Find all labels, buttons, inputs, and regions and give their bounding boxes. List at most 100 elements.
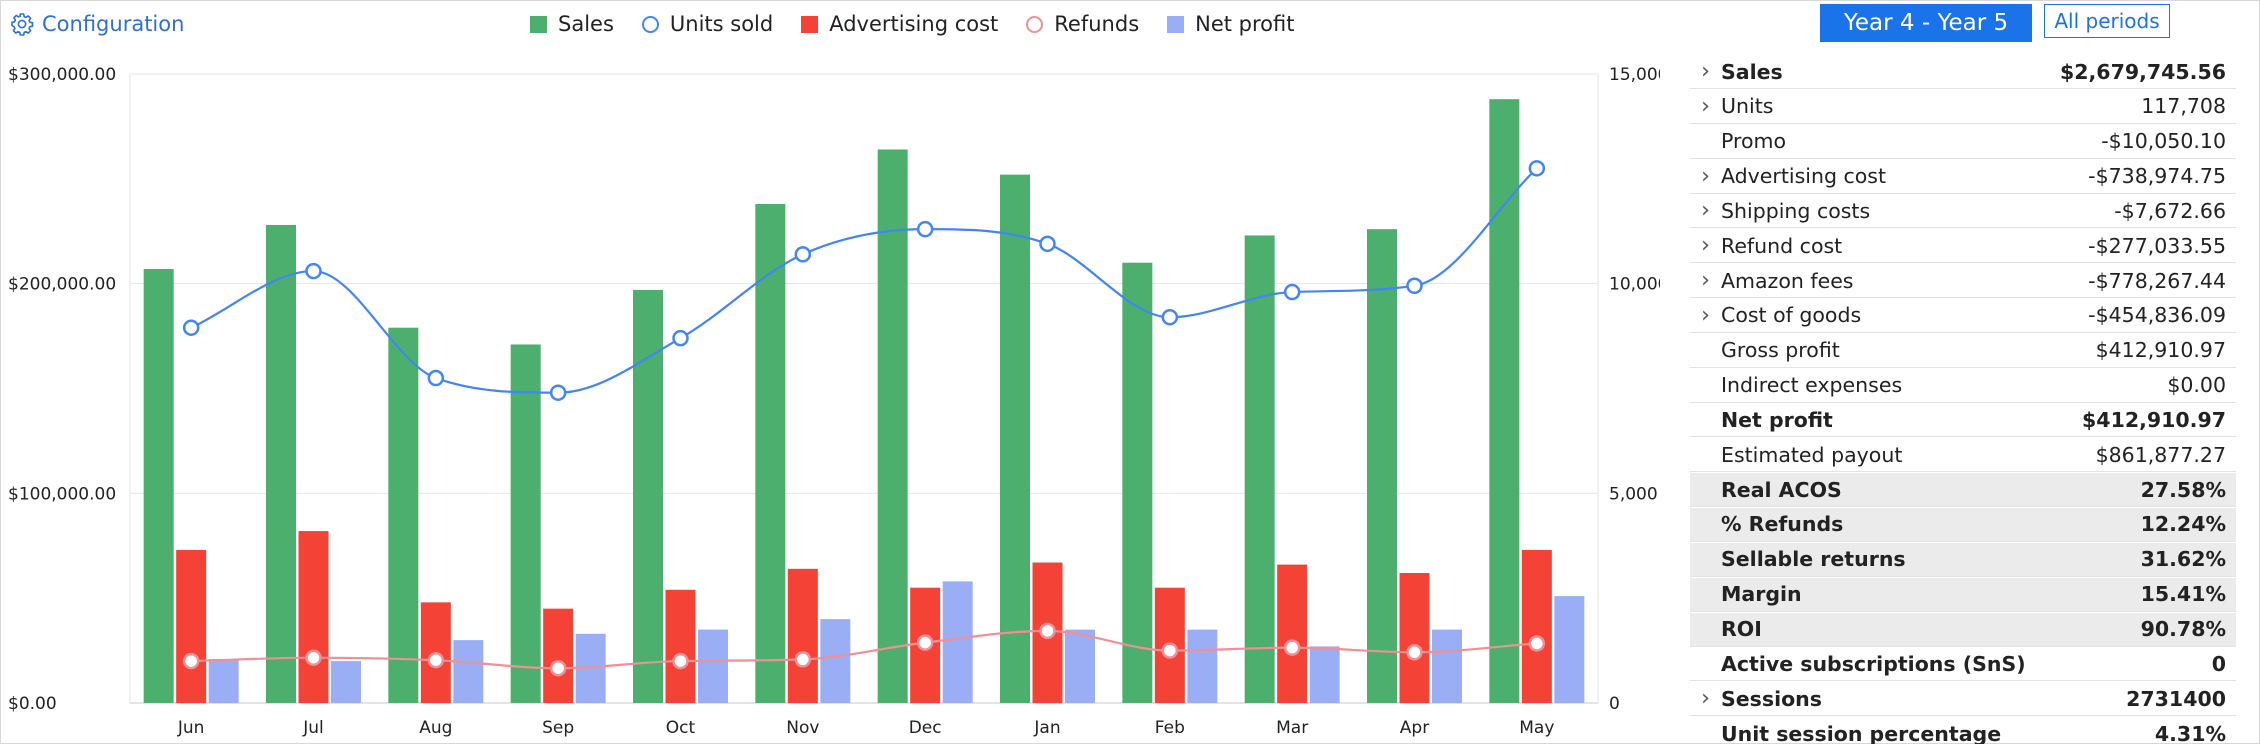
summary-row-label: Real ACOS — [1721, 477, 1842, 502]
bar-advertising-cost — [787, 568, 818, 703]
point-units-sold — [1161, 308, 1179, 326]
summary-row-value: 31.62% — [2140, 547, 2226, 572]
summary-row-gross-profit: Gross profit $412,910.97 — [1690, 334, 2236, 368]
summary-row-value: 117,708 — [2141, 94, 2226, 119]
point-units-sold — [427, 369, 445, 387]
summary-row-shipping-costs[interactable]: › Shipping costs -$7,672.66 — [1690, 194, 2236, 229]
bar-advertising-cost — [298, 531, 329, 703]
summary-row-roi: ROI 90.78% — [1690, 612, 2236, 647]
summary-row-value: $861,877.27 — [2095, 442, 2226, 467]
bar-advertising-cost — [543, 608, 574, 703]
y-tick-label-left: $300,000.00 — [8, 65, 116, 85]
point-refunds — [1283, 639, 1301, 656]
summary-row-promo: Promo -$10,050.10 — [1690, 125, 2236, 159]
point-refunds — [672, 652, 689, 670]
legend-item-refunds[interactable]: Refunds — [1026, 12, 1139, 36]
configuration-button[interactable]: Configuration — [10, 8, 184, 40]
point-units-sold — [1406, 277, 1423, 295]
all-periods-button[interactable]: All periods — [2044, 4, 2170, 38]
legend-item-advertising-cost[interactable]: Advertising cost — [801, 12, 998, 36]
point-refunds — [1528, 635, 1546, 652]
x-tick-label: Nov — [786, 718, 819, 738]
bar-sales — [1122, 262, 1153, 703]
y-tick-label-right: 0 — [1609, 694, 1620, 714]
chevron-right-icon[interactable]: › — [1701, 59, 1710, 84]
summary-row-active-subscriptions-sns: Active subscriptions (SnS) 0 — [1690, 647, 2236, 682]
summary-row-label: Unit session percentage — [1721, 721, 2002, 744]
x-tick-label: Mar — [1276, 718, 1308, 738]
summary-row-value: $412,910.97 — [2082, 407, 2226, 432]
summary-row-value: -$277,033.55 — [2088, 233, 2226, 258]
summary-row-label: Cost of goods — [1721, 303, 1862, 328]
summary-row-label: Net profit — [1721, 407, 1833, 432]
legend-marker-square-icon — [801, 15, 819, 33]
summary-row-sales[interactable]: › Sales $2,679,745.56 — [1690, 55, 2236, 89]
legend-item-units-sold[interactable]: Units sold — [641, 12, 774, 36]
legend-label: Refunds — [1054, 12, 1140, 36]
summary-row-value: 12.24% — [2140, 512, 2226, 537]
chevron-right-icon[interactable]: › — [1701, 233, 1710, 259]
chevron-right-icon[interactable]: › — [1701, 268, 1710, 294]
summary-row-value: -$738,974.75 — [2088, 164, 2226, 189]
summary-row-label: Amazon fees — [1721, 268, 1854, 293]
summary-row-sellable-returns: Sellable returns 31.62% — [1690, 542, 2236, 577]
bar-advertising-cost — [665, 589, 696, 703]
legend-marker-square-icon — [530, 15, 547, 33]
bar-advertising-cost — [1399, 573, 1430, 703]
point-units-sold — [549, 384, 567, 401]
summary-row-label: Indirect expenses — [1721, 373, 1903, 398]
summary-row-sessions[interactable]: › Sessions 2731400 — [1690, 682, 2236, 717]
chevron-right-icon[interactable]: › — [1701, 93, 1710, 119]
bar-net-profit — [942, 581, 973, 703]
summary-row-label: Advertising cost — [1721, 164, 1887, 189]
legend-item-sales[interactable]: Sales — [530, 12, 614, 36]
summary-row-value: -$10,050.10 — [2101, 129, 2226, 154]
point-units-sold — [1528, 160, 1546, 177]
summary-row-value: 27.58% — [2140, 477, 2226, 502]
point-units-sold — [1039, 235, 1056, 253]
legend-label: Units sold — [669, 12, 774, 36]
chevron-right-icon[interactable]: › — [1701, 302, 1710, 328]
legend-marker-circle-icon — [1026, 15, 1044, 33]
summary-row-value: $0.00 — [2167, 373, 2226, 398]
bar-advertising-cost — [176, 549, 207, 703]
bar-sales — [1367, 229, 1397, 704]
summary-row-refunds: % Refunds 12.24% — [1690, 507, 2236, 542]
y-tick-label-left: $100,000.00 — [8, 484, 116, 504]
bar-net-profit — [698, 629, 728, 703]
y-tick-label-left: $0.00 — [8, 694, 57, 714]
chart-legend: Sales Units sold Advertising cost Refunds Ne… — [530, 8, 1295, 40]
point-refunds — [427, 651, 445, 669]
summary-row-value: 2731400 — [2126, 686, 2226, 711]
period-year4-year5-button[interactable]: Year 4 - Year 5 — [1820, 4, 2032, 42]
sales-chart: $0.00 $100,000.00 $200,000.00 $300,000.00 0 5… — [8, 65, 1660, 738]
summary-row-label: Sales — [1721, 59, 1783, 84]
point-units-sold — [305, 262, 322, 280]
summary-row-advertising-cost[interactable]: › Advertising cost -$738,974.75 — [1690, 160, 2236, 194]
y-tick-label-right: 5,000 — [1609, 484, 1658, 504]
point-units-sold — [794, 246, 812, 263]
point-units-sold — [182, 319, 200, 336]
summary-row-amazon-fees[interactable]: › Amazon fees -$778,267.44 — [1690, 264, 2236, 299]
x-tick-label: Aug — [419, 718, 452, 738]
summary-row-label: % Refunds — [1721, 512, 1844, 537]
summary-row-value: -$778,267.44 — [2088, 268, 2226, 293]
summary-row-value: 90.78% — [2140, 617, 2226, 641]
summary-row-units[interactable]: › Units 117,708 — [1690, 90, 2236, 124]
chevron-right-icon[interactable]: › — [1701, 163, 1710, 189]
legend-label: Net profit — [1195, 12, 1295, 36]
summary-row-refund-cost[interactable]: › Refund cost -$277,033.55 — [1690, 229, 2236, 264]
chevron-right-icon[interactable]: › — [1701, 198, 1710, 224]
summary-row-label: Sessions — [1721, 686, 1822, 711]
point-refunds — [1039, 622, 1056, 640]
summary-row-cost-of-goods[interactable]: › Cost of goods -$454,836.09 — [1690, 299, 2236, 333]
chevron-right-icon[interactable]: › — [1701, 686, 1710, 712]
legend-marker-circle-icon — [641, 15, 659, 33]
legend-item-net-profit[interactable]: Net profit — [1167, 12, 1295, 36]
summary-row-real-acos: Real ACOS 27.58% — [1690, 473, 2236, 508]
legend-label: Advertising cost — [829, 12, 999, 36]
point-units-sold — [916, 220, 934, 238]
bar-net-profit — [1554, 596, 1585, 703]
x-tick-label: Jul — [302, 718, 324, 738]
bar-sales — [1244, 235, 1275, 703]
